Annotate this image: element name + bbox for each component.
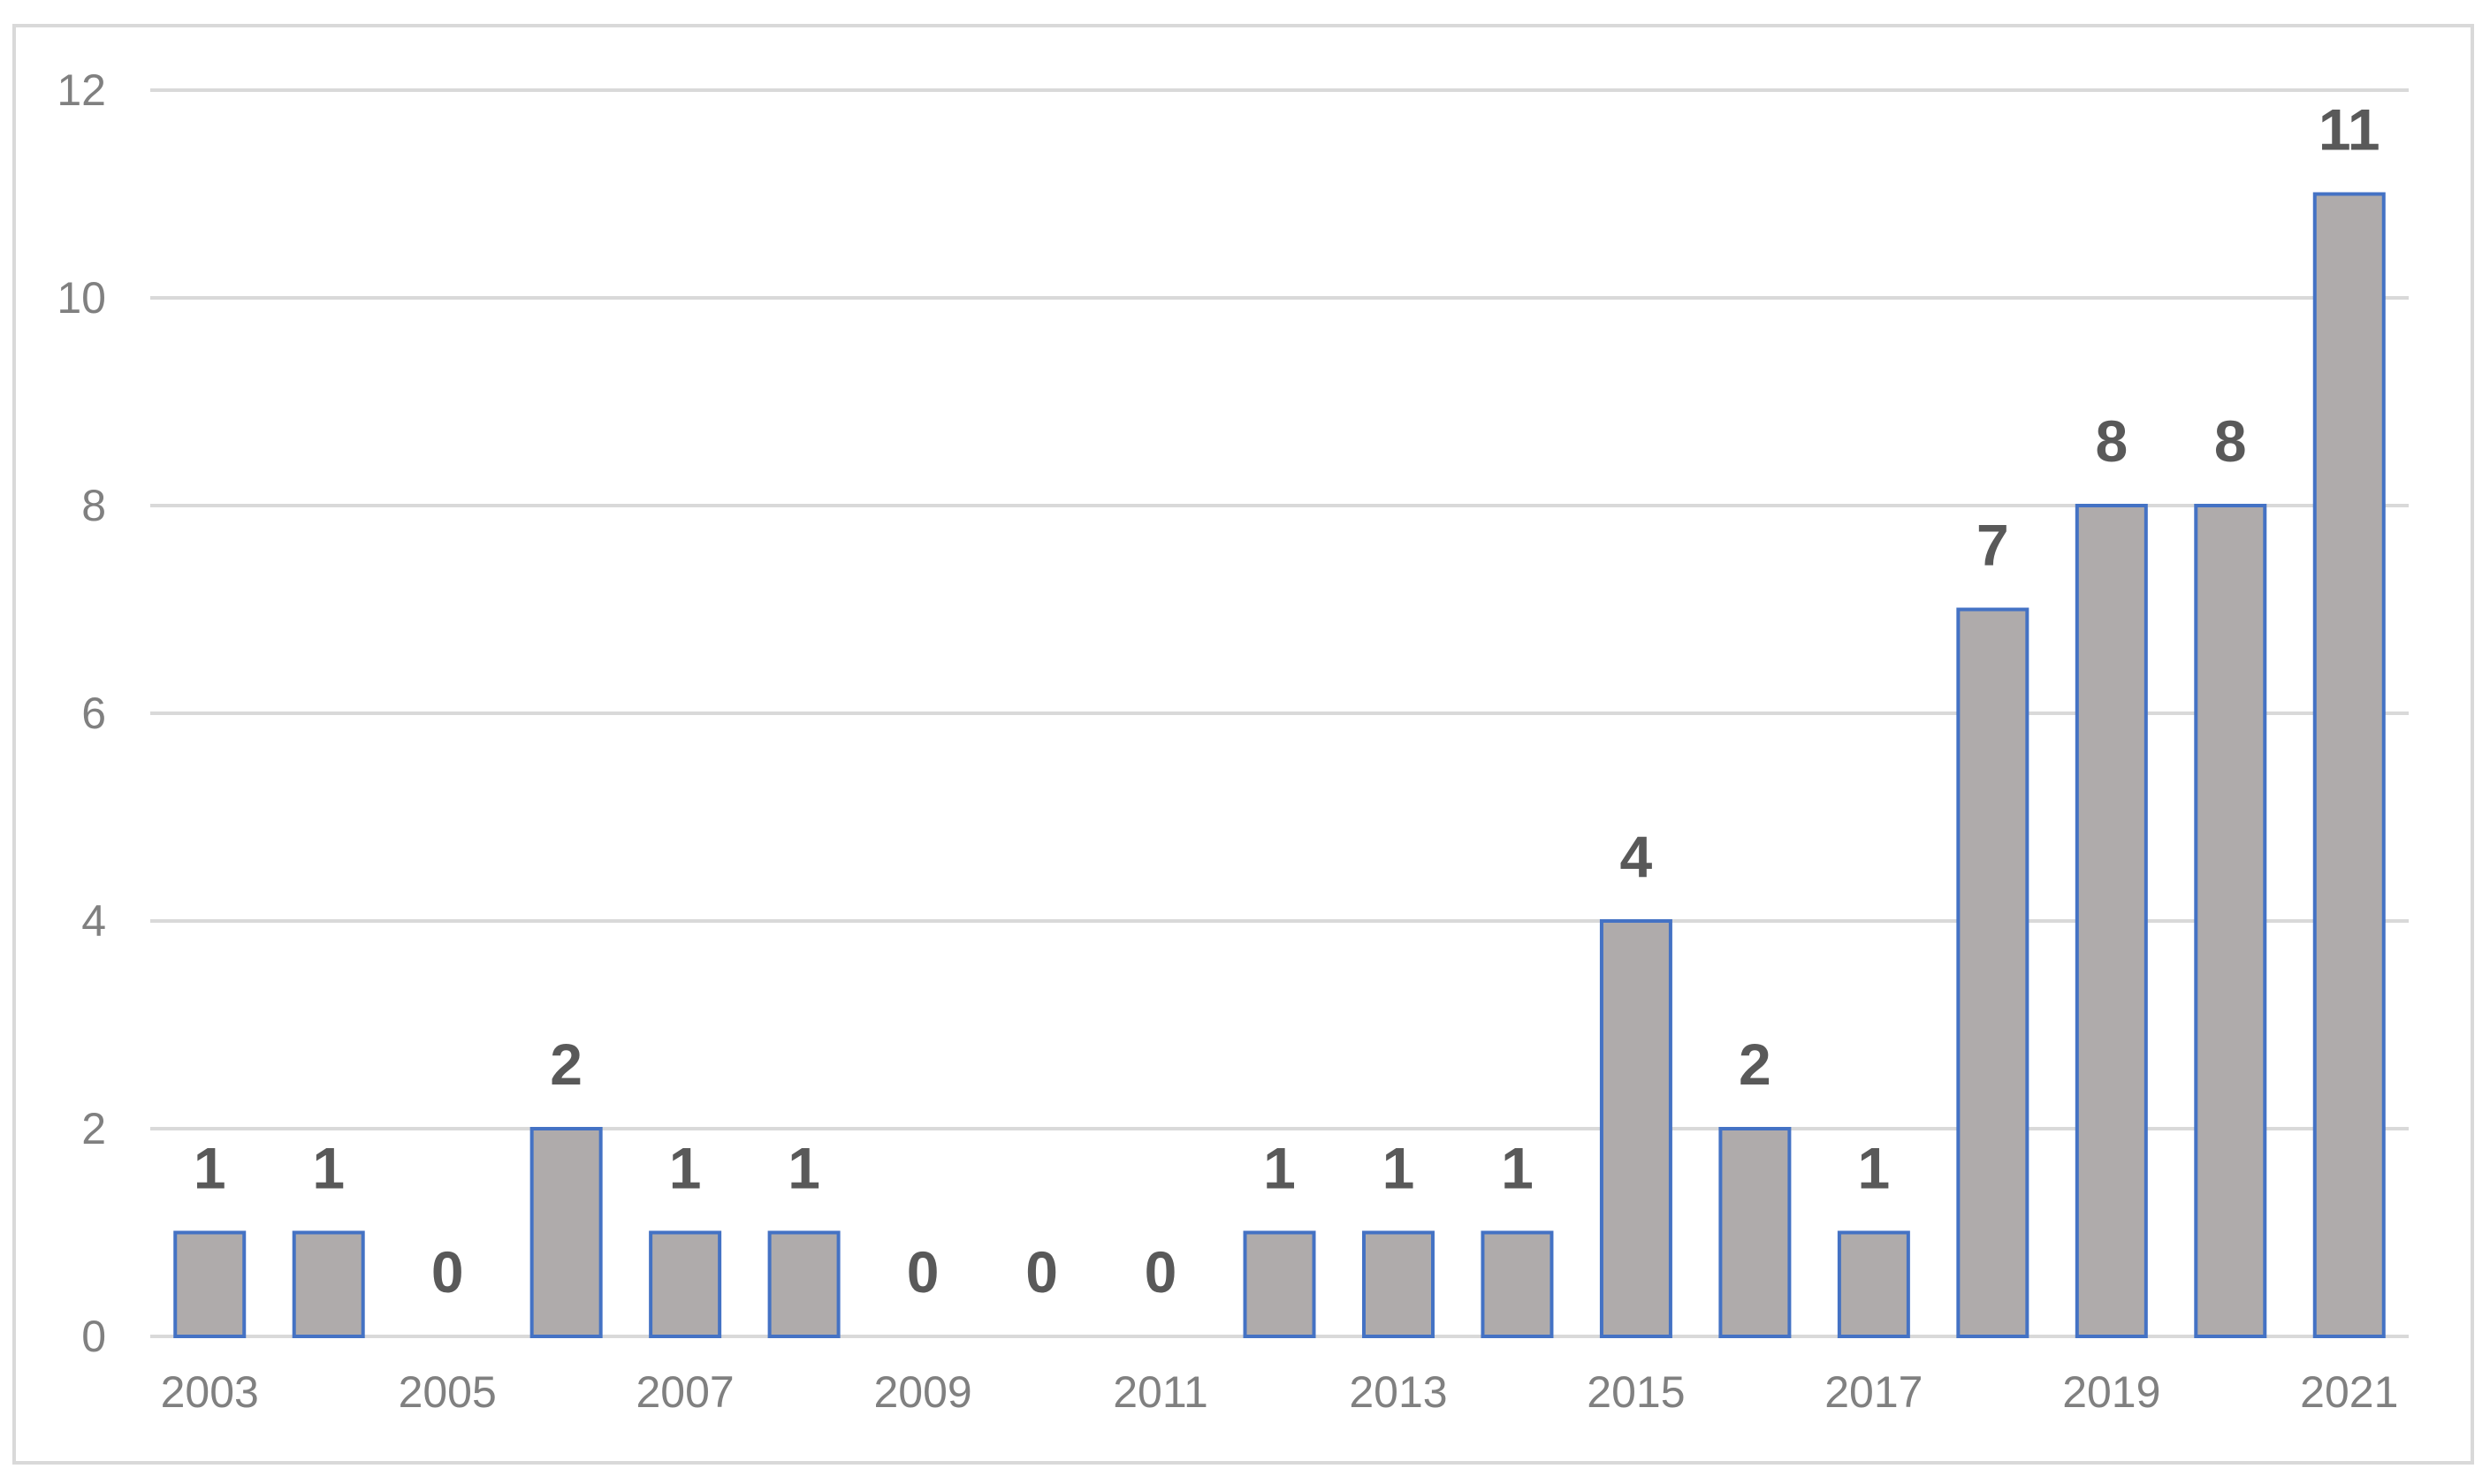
bar-2017: [1837, 1230, 1910, 1338]
data-label-2004: 1: [312, 1136, 345, 1201]
bars: [173, 192, 2386, 1338]
data-label-2009: 0: [907, 1239, 940, 1305]
bar-2020: [2194, 504, 2267, 1338]
data-label-2006: 2: [550, 1031, 583, 1097]
bar-2003: [173, 1230, 247, 1338]
x-axis: 2003 2005 2007 2009 2011 2013 2015 2017 2019 2021: [161, 1367, 2399, 1417]
bar-2008: [767, 1230, 841, 1338]
data-label-2010: 0: [1025, 1239, 1058, 1305]
x-tick-label: 2017: [1824, 1367, 1923, 1417]
y-tick-label: 2: [81, 1104, 106, 1153]
y-tick-label: 4: [81, 896, 106, 946]
data-label-2011: 0: [1145, 1239, 1177, 1305]
y-tick-label: 8: [81, 481, 106, 530]
bar-2013: [1361, 1230, 1435, 1338]
data-label-2003: 1: [194, 1136, 226, 1201]
x-tick-label: 2009: [873, 1367, 971, 1417]
bar-2021: [2312, 192, 2386, 1338]
y-tick-label: 12: [57, 65, 106, 115]
chart-frame: [12, 24, 2474, 1465]
x-tick-label: 2007: [636, 1367, 735, 1417]
x-tick-label: 2021: [2300, 1367, 2398, 1417]
x-tick-label: 2013: [1349, 1367, 1447, 1417]
data-label-2005: 0: [431, 1239, 464, 1305]
bar-2004: [292, 1230, 365, 1338]
data-label-2019: 8: [2095, 408, 2128, 474]
data-label-2016: 2: [1739, 1031, 1771, 1097]
data-label-2007: 1: [669, 1136, 702, 1201]
x-tick-label: 2015: [1587, 1367, 1685, 1417]
data-label-2020: 8: [2214, 408, 2247, 474]
x-tick-label: 2019: [2062, 1367, 2160, 1417]
bar-2016: [1718, 1127, 1792, 1338]
y-axis: 0 2 4 6 8 10 12: [57, 65, 106, 1361]
bar-2018: [1956, 607, 2029, 1338]
x-tick-label: 2005: [399, 1367, 497, 1417]
bar-2007: [649, 1230, 722, 1338]
y-tick-label: 0: [81, 1312, 106, 1361]
data-label-2018: 7: [1976, 513, 2009, 578]
x-tick-label: 2003: [161, 1367, 259, 1417]
bar-2006: [529, 1127, 603, 1338]
y-tick-label: 6: [81, 689, 106, 738]
bar-2012: [1243, 1230, 1316, 1338]
data-label-2017: 1: [1858, 1136, 1891, 1201]
data-label-2015: 4: [1620, 824, 1653, 889]
data-label-2013: 1: [1382, 1136, 1415, 1201]
data-label-2008: 1: [788, 1136, 820, 1201]
bar-2019: [2075, 504, 2148, 1338]
y-tick-label: 10: [57, 273, 106, 323]
data-label-2014: 1: [1501, 1136, 1534, 1201]
gridlines: [150, 88, 2409, 1338]
bar-2015: [1599, 919, 1672, 1338]
data-label-2021: 11: [2319, 97, 2380, 163]
data-label-2012: 1: [1263, 1136, 1296, 1201]
x-tick-label: 2011: [1113, 1367, 1208, 1417]
bar-2014: [1481, 1230, 1554, 1338]
